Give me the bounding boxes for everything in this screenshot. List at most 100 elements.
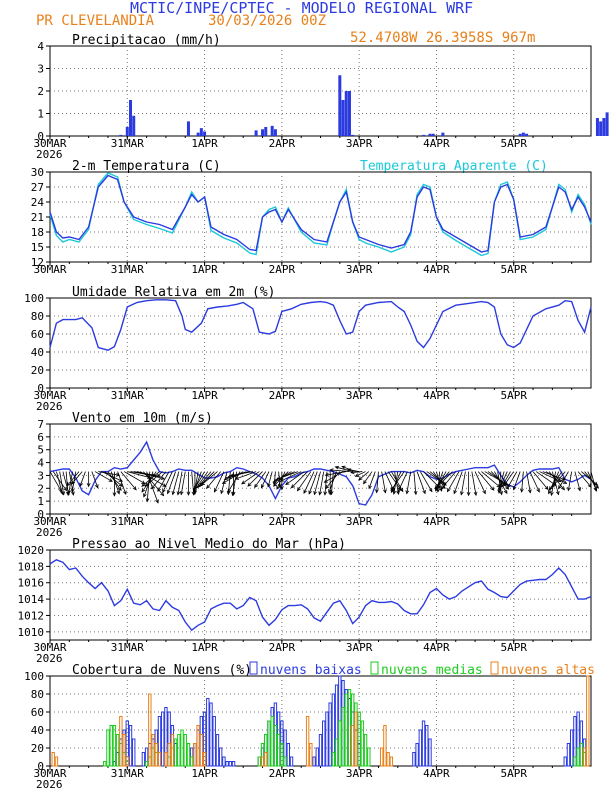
wind-vector-head: [512, 486, 517, 491]
rh-year-label: 2026: [36, 400, 63, 413]
wind-vector-head: [313, 491, 317, 496]
wind-vector-head: [499, 490, 503, 496]
cloud-bar-nuvens-medias: [257, 756, 262, 767]
cloud-bar-nuvens-altas: [389, 756, 394, 767]
wind-vector: [453, 471, 463, 494]
wind-vector-head: [329, 490, 334, 496]
wind-vector: [66, 471, 80, 486]
temp-xlabel: 1APR: [191, 263, 218, 276]
cloud-ylabel: 20: [31, 742, 44, 755]
temp-ylabel: 18: [31, 226, 44, 239]
cloud-bar-nuvens-baixas: [225, 761, 229, 767]
wind-vector: [325, 471, 347, 476]
cloud-bar-nuvens-medias: [344, 693, 348, 767]
wind-vector-head: [497, 489, 502, 494]
wind-vector-head: [548, 486, 553, 491]
pres-xlabel: 30MAR: [33, 641, 66, 654]
wind-vector-head: [260, 484, 265, 489]
temp-ylabel: 12: [31, 256, 44, 269]
precip-bar: [431, 133, 435, 136]
cloud-bar-nuvens-medias: [106, 729, 110, 767]
wind-vector-head: [324, 472, 330, 477]
wind-vector-head: [396, 490, 400, 496]
cloud-bar-nuvens-altas: [379, 747, 384, 767]
wind-title: Vento em 10m (m/s): [72, 411, 213, 426]
wind-vector: [581, 471, 598, 486]
precip-bar: [347, 91, 351, 136]
wind-vector-head: [397, 488, 401, 493]
wind-vector: [68, 471, 73, 494]
wind-vector: [529, 471, 540, 493]
temp-xlabel: 2APR: [269, 263, 296, 276]
wind-vector: [567, 471, 573, 491]
cloud-bar-nuvens-altas: [151, 734, 155, 767]
wind-vector: [368, 471, 376, 489]
wind-vector: [214, 471, 225, 493]
wind-vector-head: [276, 485, 280, 490]
cloud-bar-nuvens-baixas: [425, 725, 429, 767]
wind-vector-head: [399, 487, 404, 493]
cloud-bar-nuvens-medias: [283, 756, 287, 767]
precip-bar: [199, 128, 203, 136]
wind-vector-head: [442, 481, 447, 486]
cloud-bar-nuvens-baixas: [286, 743, 290, 767]
rh-xlabel: 1APR: [191, 389, 218, 402]
wind-vector: [397, 471, 408, 493]
wind-vector: [303, 471, 315, 494]
wind-vector-head: [436, 483, 441, 489]
precip-bar: [351, 134, 355, 136]
wind-line-wind_speed: [49, 440, 592, 506]
wind-vector: [71, 471, 83, 485]
wind-vector-head: [440, 485, 445, 490]
wind-ylabel: 4: [37, 457, 44, 470]
pres-ylabel: 1012: [18, 609, 45, 622]
temp-legend: Temperatura Aparente (C): [360, 159, 548, 174]
cloud-xlabel: 30MAR: [33, 767, 66, 780]
rh-panel: 30MAR 31MAR 1APR 2APR 3APR 4APR 5APR 2026 0 20 40 6…: [24, 292, 592, 413]
precip-xlabel: 31MAR: [111, 137, 144, 150]
cloud-bar-nuvens-baixas: [566, 743, 571, 767]
wind-vector: [143, 471, 154, 497]
wind-vector: [406, 471, 412, 494]
wind-vector-head: [63, 486, 68, 492]
precip-bar: [186, 121, 190, 136]
wind-vector: [151, 471, 167, 489]
wind-vector-head: [193, 488, 197, 493]
wind-vector-head: [61, 491, 66, 496]
rh-xlabel: 30MAR: [33, 389, 66, 402]
wind-xlabel: 5APR: [500, 515, 527, 528]
wind-vector-head: [200, 481, 205, 486]
wind-vector: [180, 471, 186, 495]
wind-ylabel: 6: [37, 431, 44, 444]
wind-vector-head: [520, 488, 524, 493]
wind-vector: [139, 471, 167, 487]
wind-vector-head: [198, 482, 203, 487]
cloud-bar-nuvens-baixas: [318, 734, 323, 767]
wind-vector-head: [247, 482, 252, 487]
cloud-bar-nuvens-medias: [280, 743, 284, 767]
temp-xlabel: 4APR: [423, 263, 450, 276]
cloud-bar-nuvens-medias: [183, 734, 187, 767]
wind-vector-head: [108, 478, 113, 482]
precip-bar: [261, 129, 265, 136]
cloud-bar-nuvens-baixas: [215, 734, 220, 767]
wind-vector: [548, 471, 560, 494]
temp-xlabel: 5APR: [500, 263, 527, 276]
cloud-bar-nuvens-altas: [164, 752, 168, 767]
wind-vector: [532, 471, 549, 490]
cloud-bar-nuvens-baixas: [228, 761, 233, 767]
wind-vector: [513, 471, 521, 490]
wind-vector-head: [328, 489, 332, 494]
wind-vector-head: [179, 490, 184, 496]
cloud-bar-nuvens-medias: [363, 734, 368, 767]
wind-vector: [120, 471, 137, 491]
wind-vector: [94, 471, 113, 482]
cloud-bar-nuvens-baixas: [222, 756, 226, 767]
pres-ylabel: 1016: [18, 577, 45, 590]
header-location: PR CLEVELANDIA: [36, 13, 155, 29]
wind-vector: [167, 471, 176, 494]
precip-year-label: 2026: [36, 148, 63, 161]
wind-vector: [330, 469, 350, 472]
cloud-bar-nuvens-altas: [170, 734, 175, 767]
wind-vector: [358, 471, 370, 481]
